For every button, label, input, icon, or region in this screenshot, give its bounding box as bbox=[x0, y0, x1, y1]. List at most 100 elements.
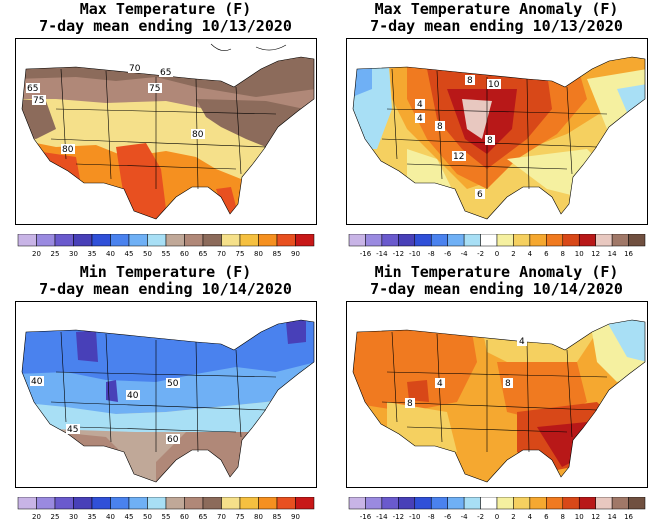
colorbar-swatch bbox=[165, 497, 185, 510]
colorbar-label: 40 bbox=[106, 513, 115, 521]
contour-labels: 4 4 8 8 bbox=[405, 336, 527, 409]
map-min-temperature-anomaly: 4 4 8 8 bbox=[346, 301, 648, 488]
colorbar-swatches bbox=[17, 497, 315, 510]
colorbar-label: 16 bbox=[624, 250, 633, 258]
colorbar-label: 35 bbox=[88, 250, 97, 258]
contour-label: 80 bbox=[192, 130, 204, 140]
colorbar-swatch bbox=[276, 234, 296, 247]
map-min-temperature: 40 50 40 45 60 bbox=[15, 301, 317, 488]
contour-label: 40 bbox=[127, 391, 139, 401]
colorbar-label: 90 bbox=[291, 513, 300, 521]
colorbar-swatch bbox=[480, 234, 498, 247]
colorbar-swatch bbox=[480, 497, 498, 510]
colorbar-label: -12 bbox=[393, 513, 404, 521]
colorbar-swatches bbox=[348, 234, 646, 247]
colorbar-label: 45 bbox=[125, 250, 134, 258]
colorbar-label: 14 bbox=[608, 513, 617, 521]
colorbar-swatch bbox=[529, 497, 547, 510]
colorbar-swatch bbox=[513, 234, 531, 247]
colorbar-label: 80 bbox=[254, 250, 263, 258]
contour-label: 65 bbox=[160, 68, 171, 78]
colorbar-swatch bbox=[17, 234, 37, 247]
colorbar-swatch bbox=[611, 234, 629, 247]
contour-labels: 40 50 40 45 60 bbox=[30, 376, 180, 445]
colorbar-swatch bbox=[91, 234, 111, 247]
contour-label: 80 bbox=[62, 145, 74, 155]
contour-label: 8 bbox=[437, 122, 443, 132]
colorbar-label: 6 bbox=[544, 513, 549, 521]
panel-subtitle: 7-day mean ending 10/14/2020 bbox=[39, 280, 292, 298]
colorbar-swatch bbox=[91, 497, 111, 510]
colorbar-label: 50 bbox=[143, 250, 152, 258]
colorbar-swatch bbox=[128, 497, 148, 510]
colorbar-swatch bbox=[414, 234, 432, 247]
contour-label: 12 bbox=[453, 152, 464, 162]
colorbar-label: 2 bbox=[511, 513, 515, 521]
colorbar-label: 0 bbox=[495, 250, 499, 258]
colorbar-swatch bbox=[73, 497, 93, 510]
contour-label: 40 bbox=[31, 377, 43, 387]
contour-label: 4 bbox=[437, 379, 443, 389]
colorbar-label: 85 bbox=[273, 513, 282, 521]
colorbar-swatch bbox=[463, 497, 481, 510]
colorbar-swatch bbox=[546, 234, 564, 247]
colorbar-swatch bbox=[17, 497, 37, 510]
colorbar-swatch bbox=[36, 497, 56, 510]
colorbar-label: 20 bbox=[32, 513, 41, 521]
colorbar-swatch bbox=[595, 234, 613, 247]
colorbar-swatch bbox=[430, 234, 448, 247]
panel-max-temperature-anomaly: Max Temperature Anomaly (F) 7-day mean e… bbox=[331, 0, 662, 263]
colorbar-label: 4 bbox=[528, 250, 533, 258]
colorbar-label: 8 bbox=[561, 250, 565, 258]
colorbar-swatch bbox=[276, 497, 296, 510]
colorbar-swatch bbox=[513, 497, 531, 510]
colorbar-swatch bbox=[258, 234, 278, 247]
colorbar-labels: -16 -14 -12 -10 -8 -6 -4 -2 0 2 4 6 8 10 12 14 16 bbox=[360, 513, 634, 521]
colorbar-label: -8 bbox=[428, 513, 435, 521]
colorbar-swatch bbox=[202, 234, 222, 247]
colorbar-label: 85 bbox=[273, 250, 282, 258]
colorbar-label: 16 bbox=[624, 513, 633, 521]
colorbar-swatch bbox=[496, 497, 514, 510]
colorbar-swatch bbox=[54, 497, 74, 510]
colorbar-label: 10 bbox=[575, 513, 584, 521]
colorbar-swatch bbox=[110, 497, 130, 510]
colorbar-swatch bbox=[147, 234, 167, 247]
colorbar-label: -14 bbox=[376, 513, 388, 521]
colorbar-swatch bbox=[430, 497, 448, 510]
colorbar-swatch bbox=[128, 234, 148, 247]
panel-title: Max Temperature (F) bbox=[79, 0, 252, 18]
colorbar-label: -14 bbox=[376, 250, 388, 258]
colorbar-swatch bbox=[595, 497, 613, 510]
map-max-temperature-anomaly: 8 10 4 8 8 12 4 6 bbox=[346, 38, 648, 225]
colorbar-swatch bbox=[578, 497, 596, 510]
contour-label: 60 bbox=[167, 435, 179, 445]
contour-label: 6 bbox=[477, 190, 483, 200]
contour-label: 8 bbox=[467, 76, 473, 86]
colorbar-label: -4 bbox=[461, 513, 469, 521]
colorbar-labels: 20 25 30 35 40 45 50 55 60 65 70 75 80 85 90 bbox=[32, 250, 300, 258]
colorbar-swatch bbox=[202, 497, 222, 510]
colorbar-labels: 20 25 30 35 40 45 50 55 60 65 70 75 80 85 90 bbox=[32, 513, 300, 521]
colorbar-label: 8 bbox=[561, 513, 565, 521]
colorbar-swatch bbox=[147, 497, 167, 510]
colorbar-swatch bbox=[73, 234, 93, 247]
colorbar-min-temperature: 20 25 30 35 40 45 50 55 60 65 70 75 80 85 90 bbox=[10, 497, 322, 523]
colorbar-label: 50 bbox=[143, 513, 152, 521]
colorbar-label: 12 bbox=[591, 250, 600, 258]
panel-subtitle: 7-day mean ending 10/14/2020 bbox=[370, 280, 623, 298]
colorbar-swatch bbox=[529, 234, 547, 247]
colorbar-label: 2 bbox=[511, 250, 515, 258]
colorbar-swatch bbox=[381, 234, 399, 247]
contour-label: 45 bbox=[67, 425, 78, 435]
colorbar-swatch bbox=[447, 497, 465, 510]
colorbar-label: 25 bbox=[51, 513, 60, 521]
colorbar-swatch bbox=[54, 234, 74, 247]
colorbar-swatch bbox=[365, 234, 383, 247]
colorbar-label: 60 bbox=[180, 250, 189, 258]
contour-label: 75 bbox=[33, 96, 44, 106]
colorbar-swatch bbox=[578, 234, 596, 247]
colorbar-label: -10 bbox=[409, 513, 420, 521]
contour-labels: 8 10 4 8 8 12 4 6 bbox=[415, 75, 501, 200]
colorbar-max-temperature-anomaly: -16 -14 -12 -10 -8 -6 -4 -2 0 2 4 6 8 10 12 14 16 bbox=[341, 234, 653, 260]
